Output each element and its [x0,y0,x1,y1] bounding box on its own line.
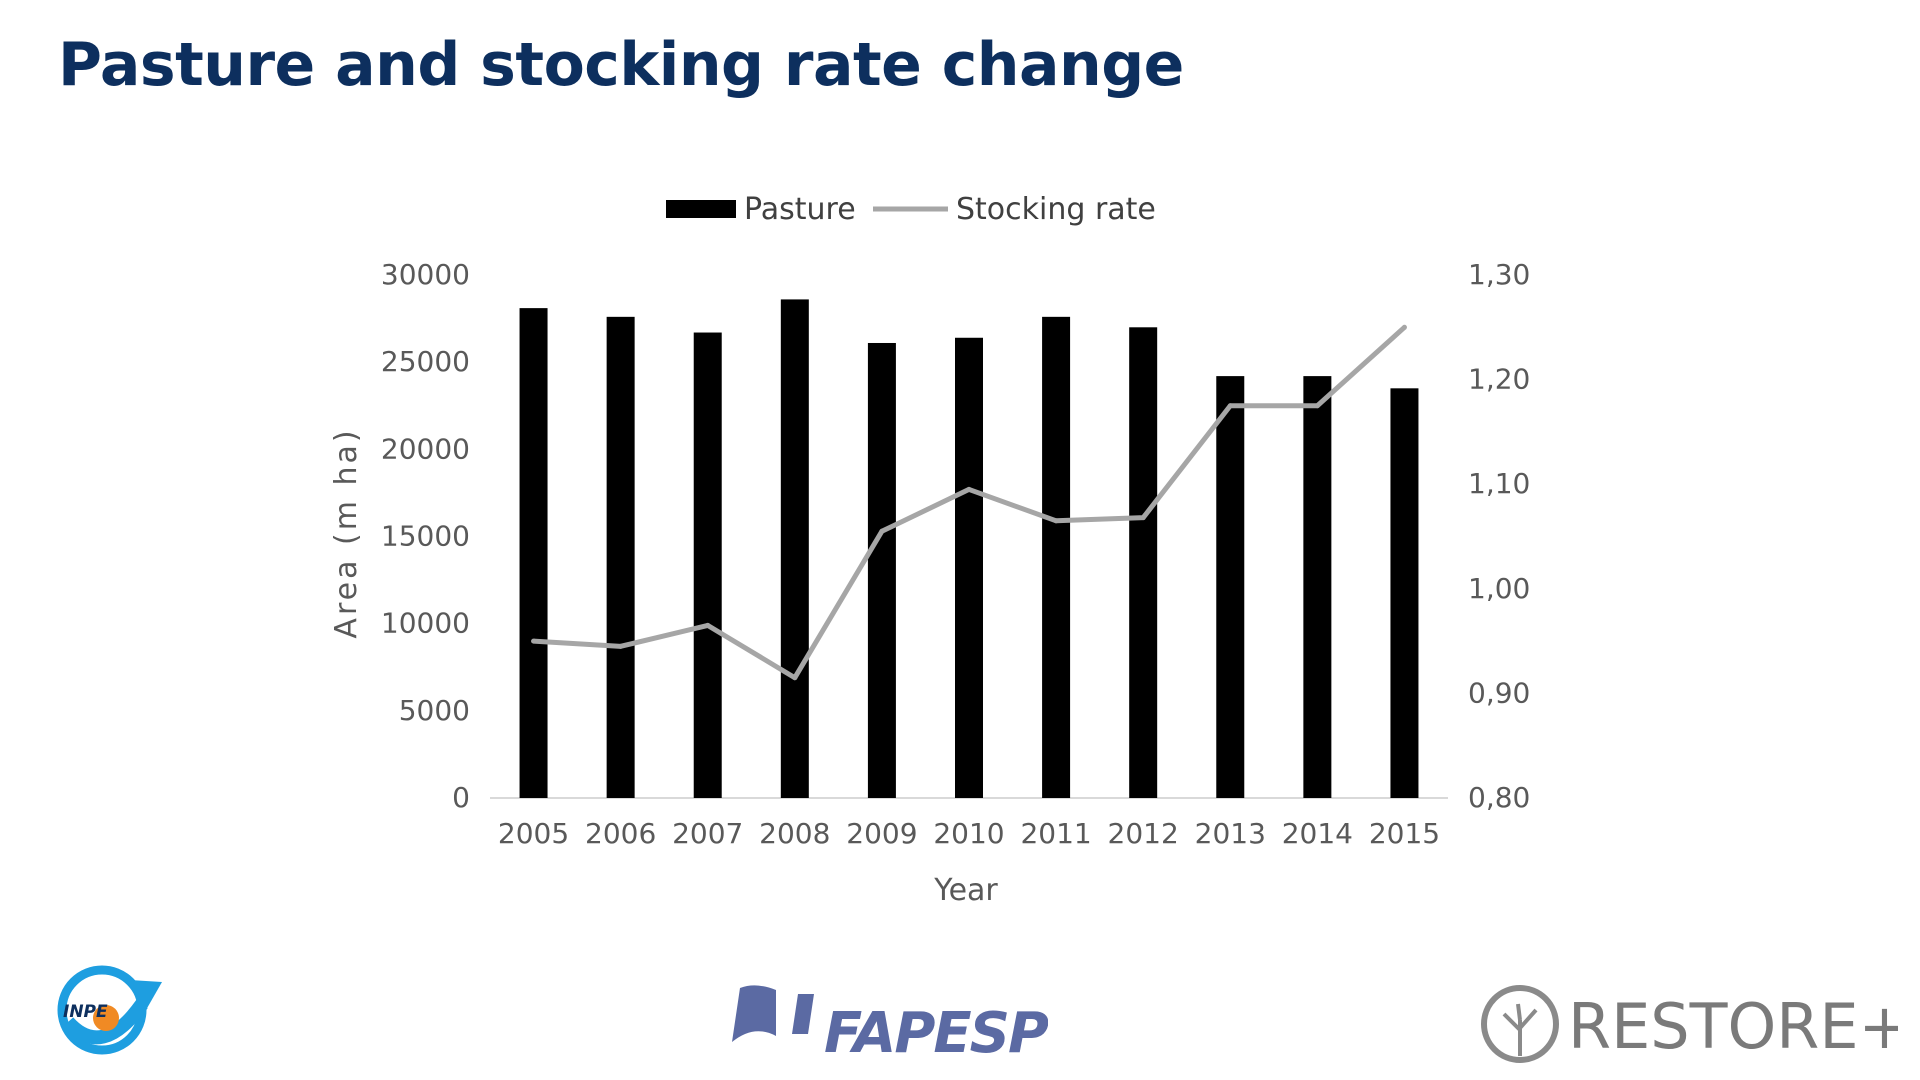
y2-tick-label: 0,90 [1468,676,1530,709]
bar-pasture [780,299,809,798]
x-tick-label: 2011 [1020,817,1091,850]
bar-pasture [519,308,548,798]
point-stocking-rate [1053,518,1059,524]
point-stocking-rate [618,643,624,649]
x-axis-label: Year [933,873,998,908]
legend-label-stocking-rate: Stocking rate [956,192,1156,227]
legend-label-pasture: Pasture [744,192,856,227]
y2-tick-label: 1,30 [1468,258,1530,291]
fapesp-logo: FAPESP [732,985,1048,1066]
point-stocking-rate [1401,324,1407,330]
y-tick-label: 15000 [381,520,470,553]
y-tick-label: 20000 [381,432,470,465]
point-stocking-rate [1227,403,1233,409]
y2-tick-label: 1,00 [1468,572,1530,605]
x-tick-label: 2010 [933,817,1004,850]
inpe-logo: INPE [57,965,162,1055]
restore-logo: RESTORE+ [1481,985,1898,1063]
bar-pasture [606,316,635,798]
svg-text:INPE: INPE [63,1002,108,1022]
bars-pasture [519,299,1419,798]
x-axis: 2005 2006 2007 2008 2009 2010 2011 2012 2013 2014… [498,817,1440,850]
y-axis-label: Area (m ha) [329,427,364,638]
x-tick-label: 2007 [672,817,743,850]
bar-pasture [1390,388,1419,798]
page-title: Pasture and stocking rate change [58,30,1184,100]
y-tick-label: 5000 [399,694,470,727]
x-tick-label: 2012 [1108,817,1179,850]
line-stocking-rate [531,324,1407,681]
point-stocking-rate [705,622,711,628]
point-stocking-rate [1314,403,1320,409]
legend-swatch-pasture [666,200,736,218]
y-tick-label: 30000 [381,258,470,291]
svg-text:RESTORE+: RESTORE+ [1568,990,1898,1063]
svg-text:FAPESP: FAPESP [824,1001,1048,1066]
bar-pasture [693,332,722,798]
y-tick-label: 10000 [381,607,470,640]
x-tick-label: 2008 [759,817,830,850]
bar-pasture [1303,376,1332,798]
x-tick-label: 2014 [1282,817,1353,850]
x-tick-label: 2015 [1369,817,1440,850]
bar-pasture [1216,376,1245,798]
point-stocking-rate [531,638,537,644]
x-tick-label: 2006 [585,817,656,850]
combo-chart: Pasture Stocking rate 0 5000 10000 15000 200… [329,192,1530,908]
bar-pasture [955,337,983,798]
bar-pasture [1042,316,1071,798]
x-tick-label: 2005 [498,817,569,850]
x-tick-label: 2013 [1195,817,1266,850]
y2-tick-label: 1,10 [1468,467,1530,500]
y-tick-label: 25000 [381,345,470,378]
point-stocking-rate [1140,515,1146,521]
point-stocking-rate [966,486,972,492]
legend: Pasture Stocking rate [666,192,1156,227]
point-stocking-rate [879,528,885,534]
x-tick-label: 2009 [846,817,917,850]
y2-tick-label: 1,20 [1468,363,1530,396]
y-tick-label: 0 [452,781,470,814]
y2-tick-label: 0,80 [1468,781,1530,814]
bar-pasture [1129,327,1158,798]
bar-pasture [867,342,896,798]
y-axis-left: 0 5000 10000 15000 20000 25000 30000 [381,258,470,814]
y-axis-right: 0,80 0,90 1,00 1,10 1,20 1,30 [1468,258,1530,814]
point-stocking-rate [792,675,798,681]
